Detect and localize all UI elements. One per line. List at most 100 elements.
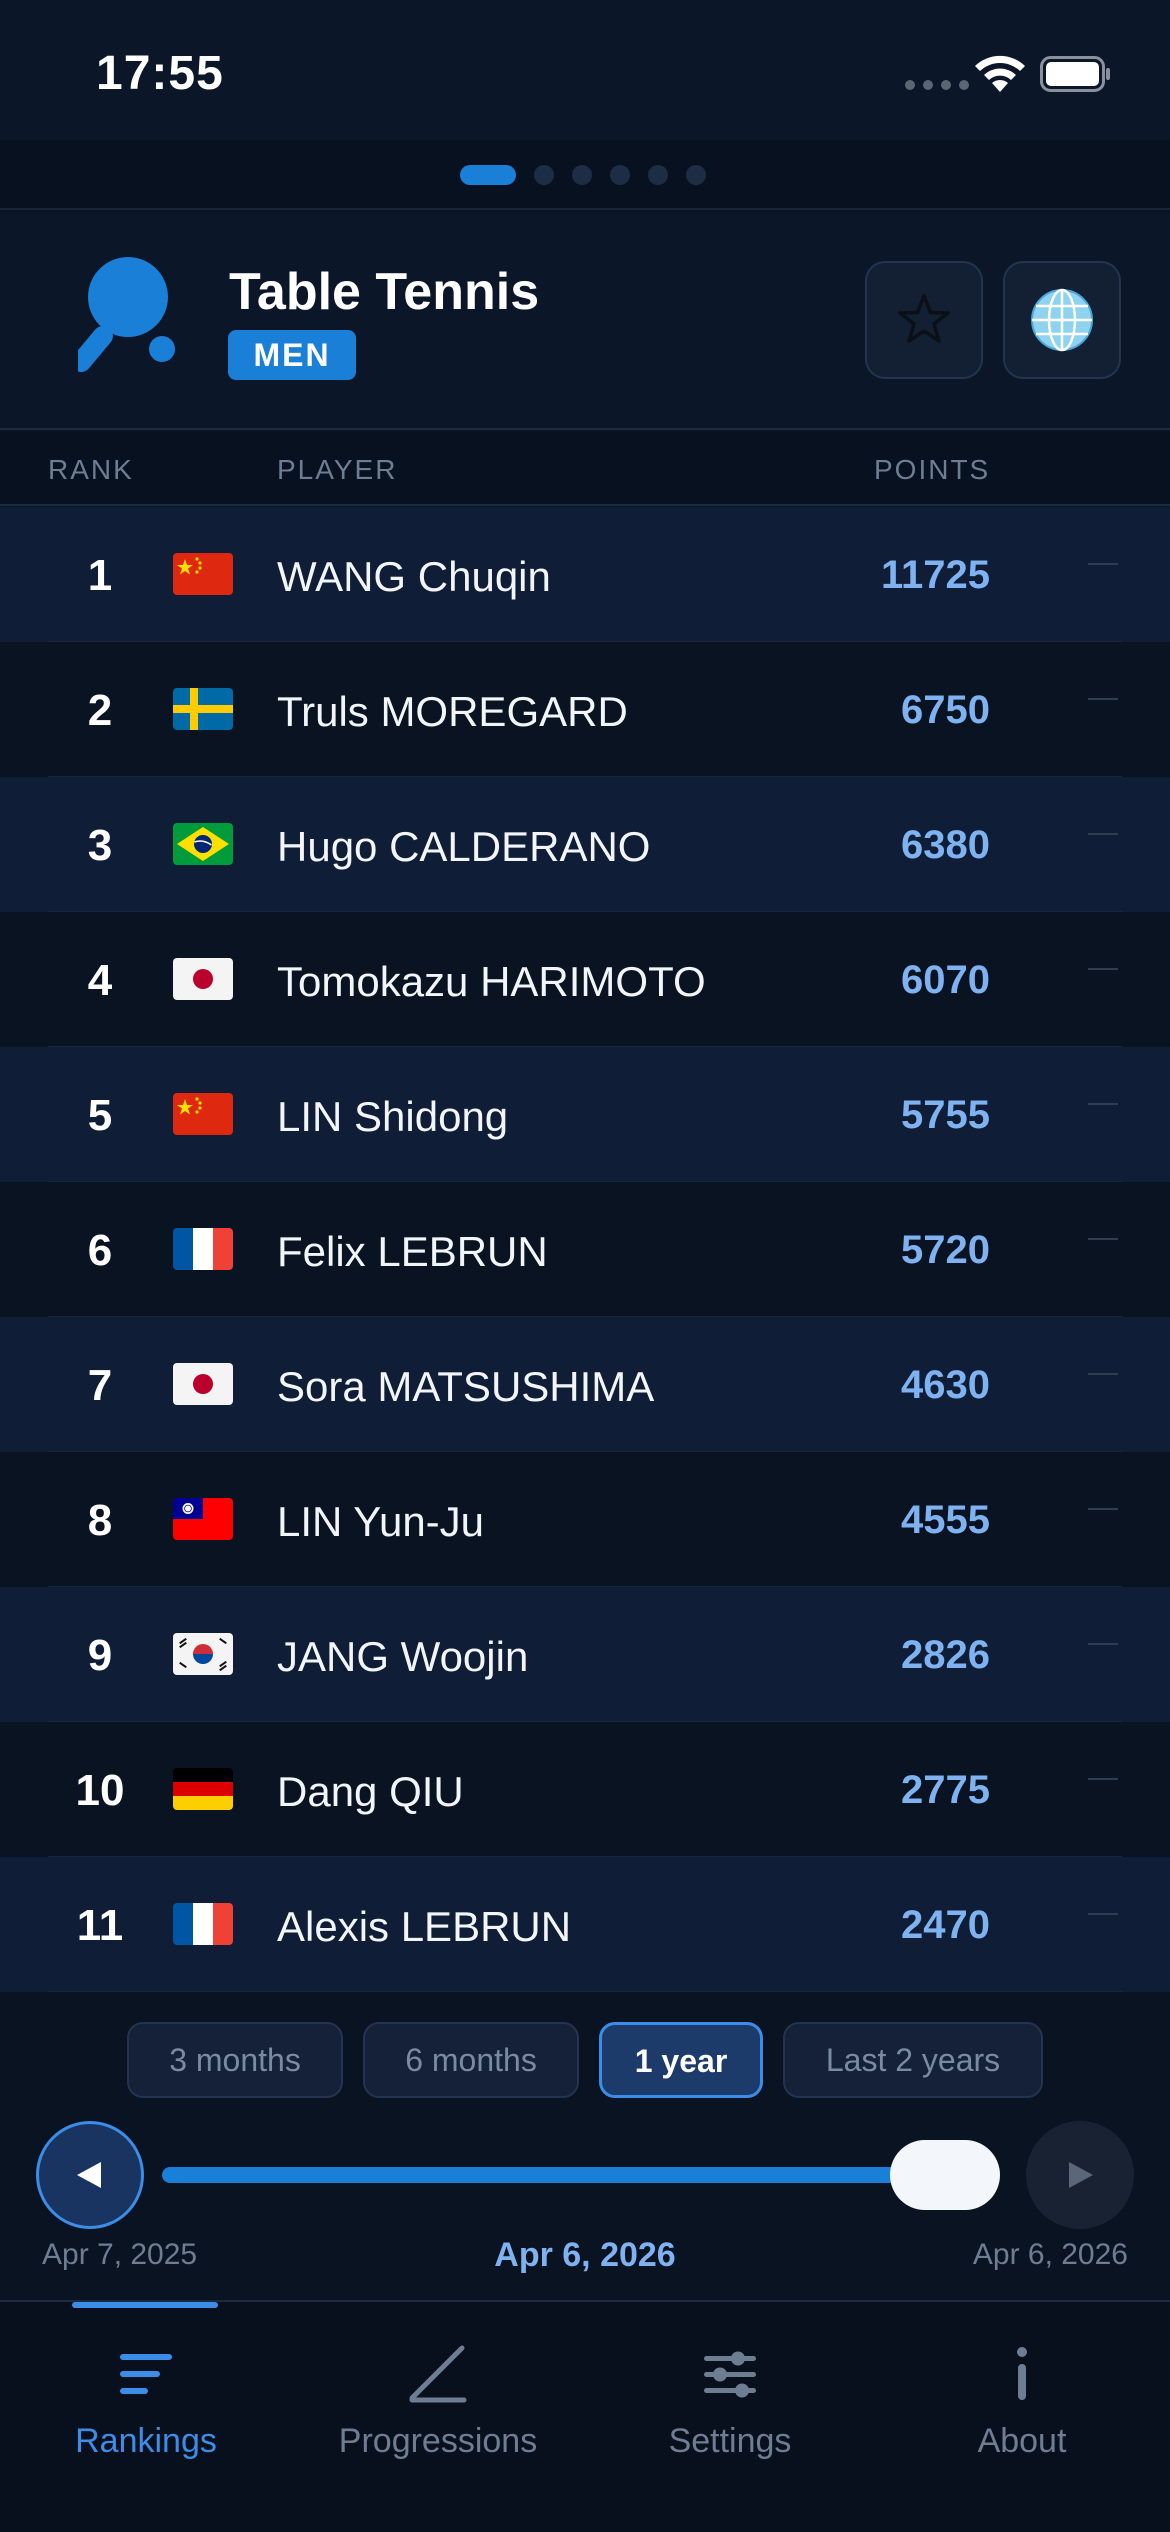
player-rank: 2 (87, 686, 113, 735)
player-name: LIN Shidong (277, 1093, 509, 1140)
trend-indicator (1088, 698, 1118, 700)
previous-date-button[interactable] (36, 2121, 144, 2229)
trend-indicator (1088, 1643, 1118, 1645)
flag-tw-icon (173, 1498, 233, 1540)
player-rank: 9 (87, 1631, 113, 1680)
player-points: 11725 (880, 553, 990, 597)
page-dot[interactable] (686, 165, 706, 185)
flag-fr-icon (173, 1903, 233, 1945)
flag-de-icon (173, 1768, 233, 1810)
player-name: Felix LEBRUN (277, 1228, 548, 1275)
globe-icon (1031, 288, 1093, 352)
column-rank[interactable]: RANK (48, 454, 134, 485)
trend-indicator (1088, 833, 1118, 835)
tab-active-indicator (72, 2302, 218, 2308)
timeline-slider-track[interactable] (162, 2167, 1000, 2183)
player-points: 5720 (901, 1228, 990, 1272)
flag-cn-icon (173, 1093, 233, 1135)
period-6-months[interactable]: 6 months (363, 2022, 579, 2098)
player-name: LIN Yun-Ju (277, 1498, 485, 1545)
country-flag (173, 688, 233, 730)
trend-indicator (1088, 1778, 1118, 1780)
player-name: Hugo CALDERANO (277, 823, 651, 870)
tab-label: Progressions (338, 2422, 538, 2460)
country-flag (173, 1903, 233, 1945)
table-row[interactable]: 8 LIN Yun-Ju 4555 (0, 1452, 1170, 1587)
tab-settings[interactable]: Settings (584, 2342, 876, 2461)
country-flag (173, 1633, 233, 1675)
flag-jp-icon (173, 1363, 233, 1405)
table-row[interactable]: 2 Truls MOREGARD 6750 (0, 642, 1170, 777)
page-dot[interactable] (572, 165, 592, 185)
player-name: JANG Woojin (277, 1633, 529, 1680)
player-name: Tomokazu HARIMOTO (277, 958, 706, 1005)
column-player[interactable]: PLAYER (277, 454, 398, 485)
player-points: 4630 (901, 1363, 990, 1407)
country-flag (173, 958, 233, 1000)
trend-indicator (1088, 563, 1118, 565)
timeline-slider-thumb[interactable] (890, 2140, 1000, 2210)
cellular-signal-icon (905, 80, 969, 90)
trend-indicator (1088, 1373, 1118, 1375)
country-flag (173, 1498, 233, 1540)
flag-cn-icon (173, 553, 233, 595)
row-divider (48, 911, 1122, 912)
row-divider (48, 1451, 1122, 1452)
period-3-months[interactable]: 3 months (127, 2022, 343, 2098)
player-rank: 5 (87, 1091, 113, 1140)
page-dot-active[interactable] (460, 165, 516, 185)
row-divider (48, 1856, 1122, 1857)
star-icon (898, 294, 950, 343)
tab-label: About (977, 2422, 1067, 2460)
flag-br-icon (173, 823, 233, 865)
wifi-icon (975, 55, 1025, 92)
page-dot[interactable] (534, 165, 554, 185)
table-row[interactable]: 10 Dang QIU 2775 (0, 1722, 1170, 1857)
period-1-year[interactable]: 1 year (599, 2022, 763, 2098)
region-button[interactable] (1003, 261, 1121, 379)
tab-label: Rankings (75, 2422, 217, 2460)
status-time: 17:55 (96, 47, 224, 100)
flag-kr-icon (173, 1633, 233, 1675)
player-rank: 1 (87, 551, 113, 600)
player-points: 6070 (901, 958, 990, 1002)
timeline-current-date: Apr 6, 2026 (494, 2236, 676, 2274)
table-row[interactable]: 1 WANG Chuqin 11725 (0, 507, 1170, 642)
table-row[interactable]: 11 Alexis LEBRUN 2470 (0, 1857, 1170, 1992)
rankings-icon (120, 2354, 172, 2394)
table-header: RANK PLAYER POINTS (0, 432, 1170, 506)
next-date-button[interactable] (1026, 2121, 1134, 2229)
row-divider (48, 776, 1122, 777)
status-bar: 17:55 (0, 0, 1170, 140)
player-points: 6380 (901, 823, 990, 867)
row-divider (48, 1991, 1122, 1992)
table-row[interactable]: 7 Sora MATSUSHIMA 4630 (0, 1317, 1170, 1452)
gender-badge[interactable]: MEN (228, 330, 356, 380)
page-dot[interactable] (648, 165, 668, 185)
country-flag (173, 1228, 233, 1270)
period-last-2-years[interactable]: Last 2 years (783, 2022, 1043, 2098)
table-row[interactable]: 9 JANG Woojin 2826 (0, 1587, 1170, 1722)
trend-indicator (1088, 1508, 1118, 1510)
trend-indicator (1088, 1238, 1118, 1240)
row-divider (48, 641, 1122, 642)
table-row[interactable]: 5 LIN Shidong 5755 (0, 1047, 1170, 1182)
player-points: 2470 (901, 1903, 990, 1947)
country-flag (173, 823, 233, 865)
player-name: Alexis LEBRUN (277, 1903, 572, 1950)
country-flag (173, 1768, 233, 1810)
row-divider (48, 1181, 1122, 1182)
progressions-icon (409, 2345, 467, 2403)
table-row[interactable]: 3 Hugo CALDERANO 6380 (0, 777, 1170, 912)
tab-about[interactable]: About (876, 2342, 1168, 2461)
table-row[interactable]: 6 Felix LEBRUN 5720 (0, 1182, 1170, 1317)
table-row[interactable]: 4 Tomokazu HARIMOTO 6070 (0, 912, 1170, 1047)
column-points[interactable]: POINTS (874, 454, 991, 485)
favorite-button[interactable] (865, 261, 983, 379)
country-flag (173, 1363, 233, 1405)
page-dot[interactable] (610, 165, 630, 185)
tab-rankings[interactable]: Rankings (0, 2342, 292, 2461)
player-points: 5755 (901, 1093, 990, 1137)
player-rank: 4 (87, 956, 113, 1005)
tab-progressions[interactable]: Progressions (292, 2342, 584, 2461)
